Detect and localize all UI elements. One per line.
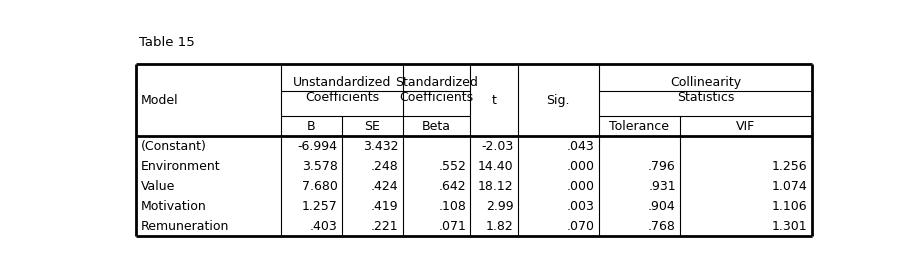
Text: 18.12: 18.12	[478, 180, 514, 193]
Text: 3.578: 3.578	[302, 160, 337, 173]
Text: .043: .043	[567, 140, 595, 153]
Text: .071: .071	[438, 220, 466, 233]
Text: .931: .931	[648, 180, 675, 193]
Text: Sig.: Sig.	[547, 94, 570, 107]
Text: Remuneration: Remuneration	[141, 220, 229, 233]
Text: B: B	[307, 120, 315, 132]
Text: Motivation: Motivation	[141, 200, 207, 213]
Text: .108: .108	[438, 200, 466, 213]
Text: 1.256: 1.256	[772, 160, 808, 173]
Text: VIF: VIF	[737, 120, 756, 132]
Text: 1.82: 1.82	[485, 220, 514, 233]
Text: .248: .248	[371, 160, 399, 173]
Text: t: t	[492, 94, 496, 107]
Text: Beta: Beta	[422, 120, 451, 132]
Text: Table 15: Table 15	[139, 36, 195, 49]
Text: 1.106: 1.106	[772, 200, 808, 213]
Text: .403: .403	[310, 220, 337, 233]
Text: .003: .003	[567, 200, 595, 213]
Text: Tolerance: Tolerance	[610, 120, 669, 132]
Text: .424: .424	[371, 180, 399, 193]
Text: .070: .070	[567, 220, 595, 233]
Text: .419: .419	[371, 200, 399, 213]
Text: .000: .000	[567, 180, 595, 193]
Text: .768: .768	[648, 220, 675, 233]
Text: .642: .642	[439, 180, 466, 193]
Text: 1.257: 1.257	[302, 200, 337, 213]
Text: Environment: Environment	[141, 160, 221, 173]
Text: (Constant): (Constant)	[141, 140, 207, 153]
Text: Collinearity
Statistics: Collinearity Statistics	[670, 76, 741, 104]
Text: .000: .000	[567, 160, 595, 173]
Text: 14.40: 14.40	[478, 160, 514, 173]
Text: Unstandardized
Coefficients: Unstandardized Coefficients	[292, 76, 391, 104]
Text: Standardized
Coefficients: Standardized Coefficients	[395, 76, 478, 104]
Text: .904: .904	[648, 200, 675, 213]
Text: Model: Model	[141, 94, 179, 107]
Text: SE: SE	[365, 120, 380, 132]
Text: 2.99: 2.99	[486, 200, 514, 213]
Text: 1.074: 1.074	[772, 180, 808, 193]
Text: -2.03: -2.03	[481, 140, 514, 153]
Text: .552: .552	[438, 160, 466, 173]
Text: 1.301: 1.301	[772, 220, 808, 233]
Text: .796: .796	[648, 160, 675, 173]
Text: 3.432: 3.432	[363, 140, 399, 153]
Text: Value: Value	[141, 180, 175, 193]
Text: -6.994: -6.994	[298, 140, 337, 153]
Text: .221: .221	[371, 220, 399, 233]
Text: 7.680: 7.680	[302, 180, 337, 193]
